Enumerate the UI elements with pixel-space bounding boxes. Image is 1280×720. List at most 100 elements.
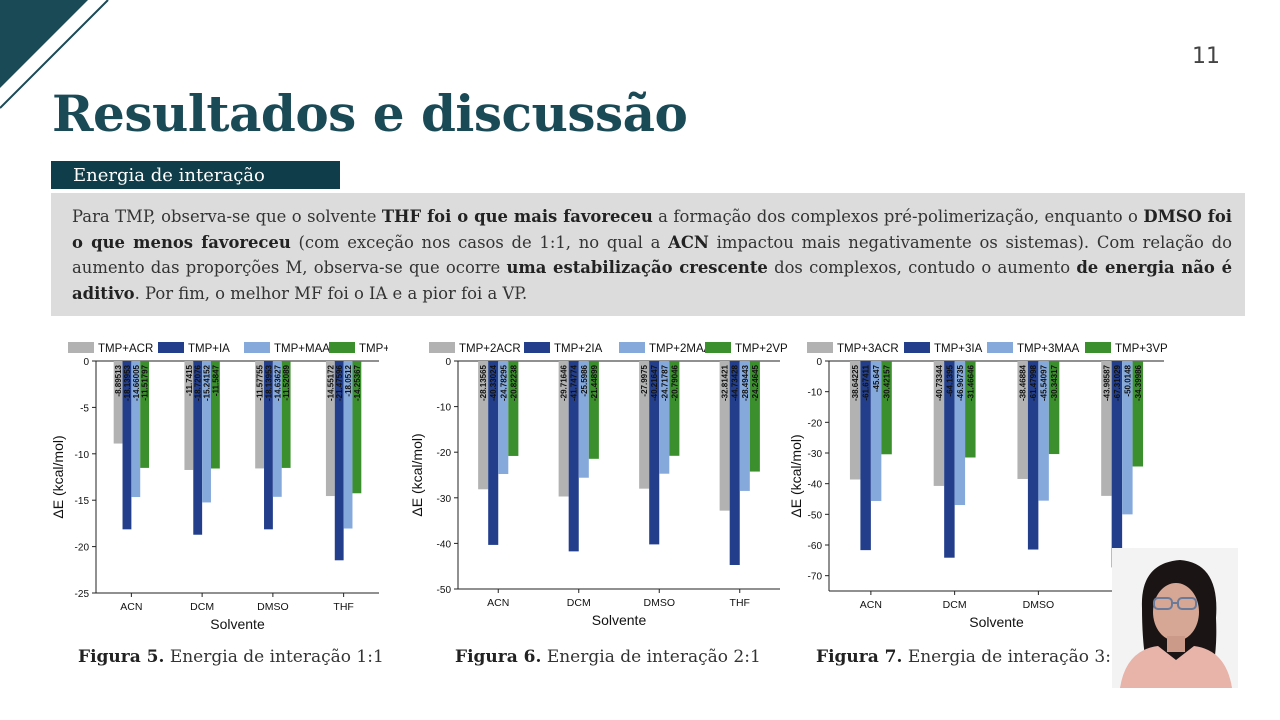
bar <box>1048 361 1060 455</box>
legend-label: TMP+3MAA <box>1017 343 1080 355</box>
bar <box>639 361 650 489</box>
bar <box>343 361 353 529</box>
data-label: -14.25367 <box>353 364 362 401</box>
legend-swatch <box>1085 342 1111 353</box>
legend-swatch <box>68 342 94 353</box>
data-label: -29.71646 <box>560 364 569 401</box>
data-label: -18.0512 <box>344 364 353 396</box>
caption-figure-5: Figura 5. Energia de interação 1:1 <box>78 647 384 667</box>
data-label: -24.24645 <box>751 364 760 401</box>
y-axis-label: ΔE (kcal/mol) <box>50 435 66 518</box>
chart-figure-7: TMP+3ACR TMP+3IA TMP+3MAA TMP+3VP 0 -10 -20 -30… <box>788 342 1168 630</box>
x-tick-label: DMSO <box>644 597 676 609</box>
data-label: -45.647 <box>872 364 881 392</box>
bar <box>202 361 211 503</box>
bar <box>193 361 203 535</box>
data-label: -18.13953 <box>123 364 132 401</box>
y-tick-label: 0 <box>83 357 89 368</box>
x-tick-label: DCM <box>567 597 591 609</box>
text-bold: THF foi o que mais favoreceu <box>381 207 653 226</box>
x-tick-label: DMSO <box>257 601 289 613</box>
text-bold: ACN <box>668 232 709 252</box>
bar <box>933 361 945 486</box>
x-tick-label: DMSO <box>1023 599 1055 611</box>
corner-decoration <box>0 0 109 109</box>
data-label: -67.31029 <box>1113 364 1122 401</box>
data-label: -14.66005 <box>132 364 141 401</box>
data-label: -18.72076 <box>194 364 203 401</box>
legend-label: TMP+3ACR <box>837 343 899 355</box>
bar <box>749 361 760 472</box>
legend-label: TMP+2ACR <box>459 343 521 355</box>
x-tick-label: THF <box>730 597 750 609</box>
bar <box>140 361 150 468</box>
bar <box>264 361 273 530</box>
y-tick-label: -10 <box>75 450 90 461</box>
y-tick-label: -10 <box>437 403 452 414</box>
data-label: -61.47998 <box>1029 364 1038 401</box>
legend-label: TMP+2MAA <box>649 343 712 355</box>
bar <box>272 361 282 497</box>
legend-label: TMP+ACR <box>98 343 153 355</box>
text-part: a formação dos complexos pré-polimerizaç… <box>652 207 1144 226</box>
x-tick-label: ACN <box>860 599 882 611</box>
legend-swatch <box>524 342 550 353</box>
x-tick-label: DCM <box>943 599 967 611</box>
data-label: -64.1395 <box>945 364 954 396</box>
y-tick-label: -10 <box>808 388 823 399</box>
legend-swatch <box>904 342 930 353</box>
caption-text: Energia de interação 2:1 <box>541 647 761 667</box>
x-axis-label: Solvente <box>210 616 265 632</box>
legend-swatch <box>987 342 1013 353</box>
legend-swatch <box>244 342 270 353</box>
text-bold: DMSO foi o que menos favoreceu <box>72 207 1232 252</box>
y-tick-label: -15 <box>75 496 90 507</box>
x-tick-label: THF <box>333 601 353 613</box>
y-tick-label: -5 <box>80 403 89 414</box>
section-header: Energia de interação <box>51 161 340 189</box>
caption-text: Energia de interação 3:1 <box>902 647 1122 667</box>
bar <box>965 361 976 458</box>
text-part: (com exceção nos casos de 1:1, no qual a <box>290 232 669 252</box>
y-tick-label: -60 <box>808 541 823 552</box>
legend-label: TMP+2VP <box>735 343 788 355</box>
data-label: -34.39986 <box>1134 364 1143 401</box>
data-label: -40.21647 <box>650 364 659 401</box>
legend-label: TMP+3VP <box>1115 343 1168 355</box>
data-label: -40.33024 <box>489 364 498 401</box>
data-label: -15.24152 <box>203 364 212 401</box>
legend-label: TMP+IA <box>188 343 230 355</box>
bar <box>281 361 291 468</box>
y-tick-label: -40 <box>808 480 823 491</box>
y-tick-label: -70 <box>808 572 823 583</box>
data-label: -11.5847 <box>211 364 220 396</box>
data-label: -28.49443 <box>741 364 750 401</box>
legend-label: TMP+MAA <box>274 343 330 355</box>
legend-swatch <box>619 342 645 353</box>
data-label: -61.67411 <box>862 364 871 400</box>
caption-figure-6: Figura 6. Energia de interação 2:1 <box>455 647 761 667</box>
legend-swatch <box>807 342 833 353</box>
y-tick-label: -20 <box>437 448 452 459</box>
y-tick-label: -25 <box>75 589 90 600</box>
bar <box>131 361 141 498</box>
x-tick-label: ACN <box>120 601 142 613</box>
data-label: -32.81421 <box>721 364 730 401</box>
bar <box>478 361 489 490</box>
x-axis-label: Solvente <box>969 614 1024 630</box>
bar <box>122 361 132 530</box>
caption-figure-7: Figura 7. Energia de interação 3:1 <box>816 647 1122 667</box>
data-label: -11.51797 <box>141 364 150 400</box>
data-label: -11.7415 <box>185 364 194 396</box>
data-label: -50.0148 <box>1123 364 1132 396</box>
y-tick-label: 0 <box>816 357 822 368</box>
y-tick-label: -50 <box>808 510 823 521</box>
bar <box>739 361 750 491</box>
bar <box>334 361 344 561</box>
bar <box>1132 361 1144 467</box>
legend-label: TMP+2IA <box>554 343 603 355</box>
bar <box>1101 361 1112 496</box>
data-label: -44.73428 <box>731 364 740 401</box>
legend-swatch <box>429 342 455 353</box>
legend-swatch <box>705 342 731 353</box>
